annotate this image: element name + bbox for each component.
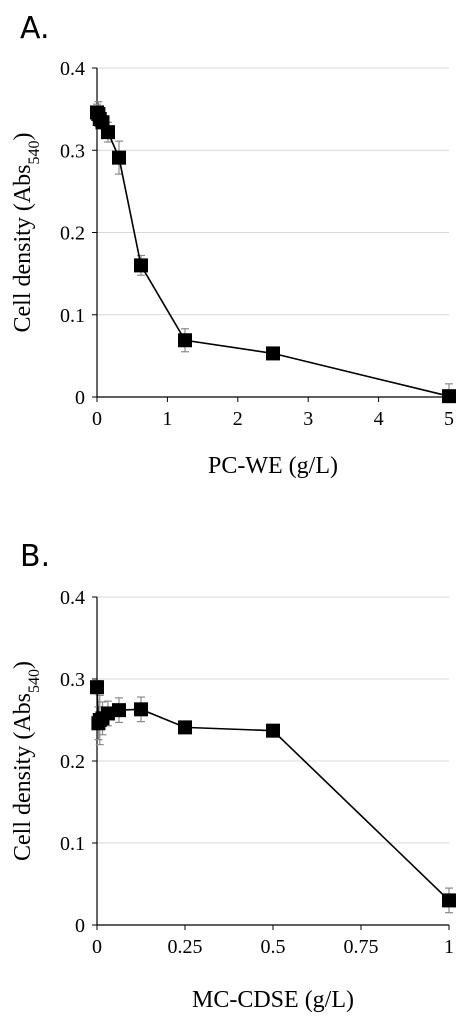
data-point bbox=[100, 125, 115, 140]
y-axis-title: Cell density (Abs540) bbox=[10, 661, 43, 861]
x-tick-label: 2 bbox=[233, 408, 243, 430]
x-tick-label: 0 bbox=[92, 936, 102, 958]
data-point bbox=[178, 720, 192, 735]
x-tick-label: 0.5 bbox=[261, 936, 286, 958]
y-tick-label: 0.3 bbox=[60, 669, 85, 691]
y-tick-label: 0.1 bbox=[60, 305, 85, 327]
data-point bbox=[178, 333, 192, 348]
x-axis-title: MC-CDSE (g/L) bbox=[192, 987, 354, 1013]
chart-panel-a: A. 0 0.1 0.2 0.3 0.4 0 1 2 3 4 5 PC-WE (g/L) Cell den… bbox=[10, 11, 456, 479]
y-tick-label: 0 bbox=[75, 387, 85, 409]
y-tick-label: 0.3 bbox=[60, 140, 85, 162]
data-point bbox=[442, 893, 456, 908]
x-tick-label: 3 bbox=[303, 408, 313, 430]
panel-label: B. bbox=[20, 539, 50, 574]
y-tick-label: 0.2 bbox=[60, 223, 85, 245]
y-tick-label: 0.4 bbox=[60, 58, 85, 80]
panel-label: A. bbox=[20, 11, 50, 46]
x-tick-label: 5 bbox=[444, 408, 454, 430]
y-axis-title: Cell density (Abs540) bbox=[10, 133, 43, 333]
y-tick-label: 0.2 bbox=[60, 751, 85, 773]
x-axis-title: PC-WE (g/L) bbox=[208, 453, 338, 479]
data-point bbox=[90, 680, 104, 695]
x-tick-label: 1 bbox=[162, 408, 172, 430]
x-tick-label: 4 bbox=[374, 408, 384, 430]
x-tick-label: 0.75 bbox=[344, 936, 379, 958]
series-line bbox=[96, 687, 450, 901]
y-tick-label: 0.4 bbox=[60, 587, 85, 609]
x-tick-label: 1 bbox=[444, 936, 454, 958]
data-point bbox=[442, 389, 456, 404]
data-point bbox=[266, 723, 280, 738]
data-point bbox=[112, 703, 126, 718]
data-point bbox=[134, 702, 148, 717]
chart-panel-b: B. 0 0.1 0.2 0.3 0.4 0 0.25 0.5 0.75 1 MC-CDSE (g/L… bbox=[10, 539, 456, 1013]
data-point bbox=[100, 706, 115, 721]
x-tick-label: 0.25 bbox=[168, 936, 203, 958]
y-tick-label: 0.1 bbox=[60, 833, 85, 855]
x-tick-label: 0 bbox=[92, 408, 102, 430]
data-point bbox=[134, 258, 148, 273]
data-point bbox=[266, 346, 280, 361]
data-point bbox=[112, 150, 126, 165]
y-tick-label: 0 bbox=[75, 915, 85, 937]
